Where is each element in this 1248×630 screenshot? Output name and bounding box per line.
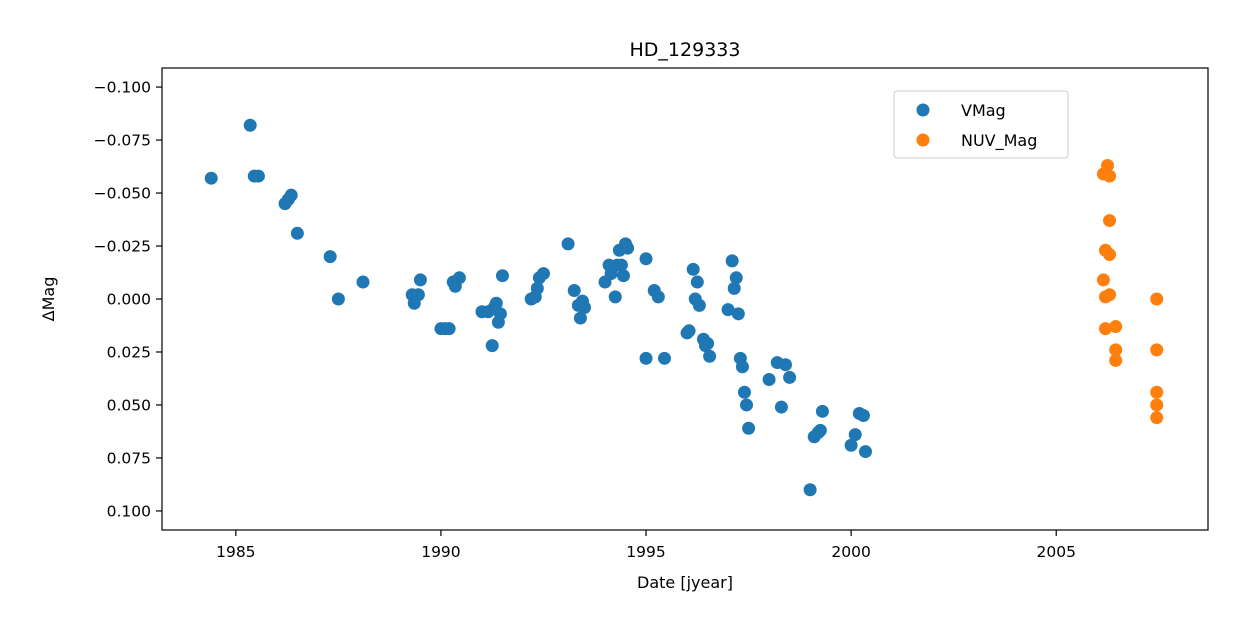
point-vmag-0 xyxy=(204,171,218,185)
point-nuv-mag-1 xyxy=(1101,158,1114,172)
point-vmag-73 xyxy=(740,398,754,412)
y-axis-label: ΔMag xyxy=(39,277,58,322)
point-vmag-65 xyxy=(721,303,735,317)
legend-marker-nuv-mag xyxy=(916,133,930,147)
point-vmag-51 xyxy=(639,351,653,365)
point-vmag-17 xyxy=(442,322,456,336)
y-tick-label: 0.050 xyxy=(107,396,151,414)
point-vmag-43 xyxy=(608,290,622,304)
point-vmag-37 xyxy=(573,311,587,325)
data-points xyxy=(204,118,1164,497)
x-tick-label: 2005 xyxy=(1037,543,1076,561)
legend: VMag NUV_Mag xyxy=(893,90,1069,159)
x-axis-ticks: 1985 1990 1995 2000 2005 xyxy=(216,530,1076,561)
point-nuv-mag-14 xyxy=(1150,343,1164,357)
point-nuv-mag-10 xyxy=(1109,320,1123,334)
x-tick-label: 1995 xyxy=(626,543,665,561)
point-vmag-31 xyxy=(530,281,544,295)
point-nuv-mag-15 xyxy=(1150,385,1164,399)
point-vmag-47 xyxy=(616,269,630,283)
point-nuv-mag-16 xyxy=(1150,398,1164,412)
point-nuv-mag-13 xyxy=(1150,292,1164,306)
point-vmag-68 xyxy=(729,271,743,285)
legend-label-nuv-mag: NUV_Mag xyxy=(961,131,1037,151)
y-tick-label: 0.100 xyxy=(107,502,151,520)
point-vmag-89 xyxy=(858,445,872,459)
point-vmag-9 xyxy=(331,292,345,306)
point-vmag-80 xyxy=(803,483,817,497)
point-vmag-84 xyxy=(815,404,829,418)
point-vmag-35 xyxy=(567,284,581,298)
y-tick-label: −0.075 xyxy=(94,132,151,150)
x-axis-label: Date [jyear] xyxy=(637,573,733,592)
point-vmag-50 xyxy=(639,252,653,266)
point-vmag-67 xyxy=(727,281,741,295)
point-vmag-28 xyxy=(495,269,509,283)
point-vmag-10 xyxy=(356,275,370,289)
point-vmag-23 xyxy=(485,339,499,353)
y-tick-label: 0.000 xyxy=(107,291,151,309)
point-vmag-7 xyxy=(290,226,304,240)
point-nuv-mag-6 xyxy=(1096,273,1110,287)
point-vmag-77 xyxy=(774,400,788,414)
point-vmag-60 xyxy=(692,298,706,312)
y-tick-label: 0.025 xyxy=(107,343,151,361)
legend-box xyxy=(893,90,1069,159)
point-vmag-74 xyxy=(742,421,756,435)
point-nuv-mag-8 xyxy=(1103,288,1117,302)
point-nuv-mag-12 xyxy=(1109,353,1123,367)
point-vmag-39 xyxy=(578,300,591,314)
legend-label-vmag: VMag xyxy=(961,101,1006,120)
point-vmag-27 xyxy=(493,307,507,321)
x-tick-label: 1985 xyxy=(216,543,255,561)
point-vmag-49 xyxy=(621,241,635,255)
point-vmag-53 xyxy=(651,290,665,304)
chart-title: HD_129333 xyxy=(630,39,741,61)
point-vmag-1 xyxy=(243,118,257,132)
point-nuv-mag-3 xyxy=(1103,214,1117,228)
point-vmag-14 xyxy=(413,273,427,287)
point-vmag-66 xyxy=(725,254,739,268)
point-vmag-54 xyxy=(657,351,671,365)
point-vmag-85 xyxy=(844,438,858,452)
y-tick-label: −0.025 xyxy=(94,238,151,256)
point-vmag-69 xyxy=(731,307,745,321)
point-vmag-46 xyxy=(614,258,628,272)
point-vmag-57 xyxy=(686,262,700,276)
point-vmag-72 xyxy=(737,385,751,399)
y-tick-label: 0.075 xyxy=(107,449,151,467)
point-vmag-71 xyxy=(735,360,749,374)
point-vmag-25 xyxy=(489,296,503,310)
point-vmag-34 xyxy=(561,237,575,251)
point-vmag-13 xyxy=(411,288,425,302)
x-tick-label: 1990 xyxy=(421,543,460,561)
point-vmag-64 xyxy=(703,349,717,363)
point-vmag-56 xyxy=(682,324,696,338)
point-vmag-79 xyxy=(783,370,797,384)
point-nuv-mag-17 xyxy=(1150,411,1164,425)
point-vmag-88 xyxy=(856,409,870,423)
point-vmag-59 xyxy=(690,275,704,289)
legend-marker-vmag xyxy=(916,103,930,117)
x-tick-label: 2000 xyxy=(831,543,870,561)
point-nuv-mag-11 xyxy=(1109,343,1123,357)
point-nuv-mag-5 xyxy=(1103,248,1117,261)
y-tick-label: −0.050 xyxy=(94,185,151,203)
point-vmag-33 xyxy=(536,267,550,281)
y-axis-ticks: −0.100 −0.075 −0.050 −0.025 0.000 0.025 0.050 0… xyxy=(94,79,162,520)
point-vmag-3 xyxy=(251,169,265,183)
point-vmag-78 xyxy=(779,358,792,372)
point-vmag-63 xyxy=(701,337,715,350)
point-nuv-mag-2 xyxy=(1103,169,1117,183)
point-vmag-86 xyxy=(848,428,862,442)
point-vmag-20 xyxy=(452,271,466,285)
y-tick-label: −0.100 xyxy=(94,79,151,97)
point-vmag-8 xyxy=(323,250,337,264)
point-nuv-mag-9 xyxy=(1098,322,1112,336)
point-vmag-75 xyxy=(762,373,776,387)
point-vmag-83 xyxy=(813,423,827,437)
point-vmag-6 xyxy=(284,188,298,202)
